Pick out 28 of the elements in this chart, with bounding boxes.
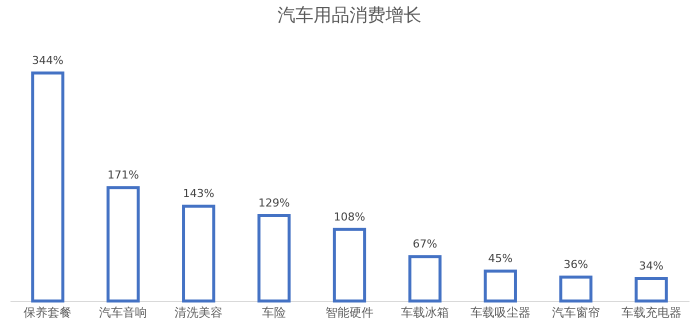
bar bbox=[257, 214, 291, 302]
data-label: 67% bbox=[412, 238, 438, 251]
data-label: 36% bbox=[564, 258, 588, 272]
bar bbox=[31, 71, 64, 302]
x-tick-label: 车载充电器 bbox=[621, 306, 682, 320]
x-tick-label: 清洗美容 bbox=[174, 306, 223, 320]
data-label: 34% bbox=[639, 259, 664, 272]
bar bbox=[484, 270, 517, 302]
bar bbox=[559, 276, 592, 302]
x-tick-label: 汽车窗帘 bbox=[552, 306, 600, 320]
data-label: 45% bbox=[488, 252, 513, 266]
x-tick-label: 智能硬件 bbox=[326, 306, 374, 320]
x-tick-label: 汽车音响 bbox=[99, 306, 148, 320]
bar bbox=[106, 186, 140, 302]
bar bbox=[332, 228, 366, 302]
data-label: 129% bbox=[258, 196, 290, 210]
x-tick-label: 保养套餐 bbox=[24, 306, 72, 320]
bar bbox=[408, 255, 442, 302]
bar bbox=[634, 276, 668, 302]
chart-title: 汽车用品消费增长 bbox=[278, 4, 422, 26]
data-label: 108% bbox=[334, 210, 366, 224]
data-label: 344% bbox=[32, 54, 64, 67]
x-tick-label: 车载吸尘器 bbox=[470, 306, 530, 320]
x-tick-label: 车载冰箱 bbox=[400, 306, 449, 320]
data-label: 143% bbox=[182, 187, 214, 200]
data-label: 171% bbox=[107, 168, 139, 182]
x-tick-label: 车险 bbox=[262, 306, 286, 320]
bar bbox=[182, 204, 216, 302]
